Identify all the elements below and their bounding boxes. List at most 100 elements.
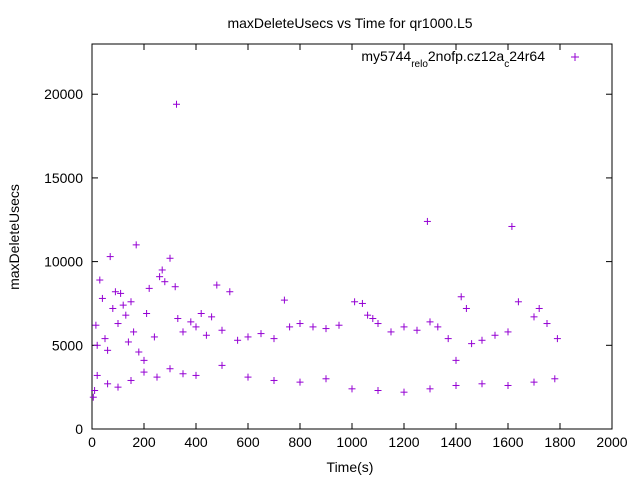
data-point [156,273,164,281]
data-point [462,304,470,312]
data-point [104,380,112,388]
data-point [91,387,99,394]
data-point [286,323,294,331]
data-point [104,346,112,354]
data-point [171,283,179,291]
data-point [130,328,138,336]
data-point [280,296,288,304]
data-point [491,331,499,339]
data-point [218,326,226,334]
data-point [426,385,434,393]
data-point [374,320,382,328]
x-tick-label: 600 [236,434,260,450]
data-point [143,310,151,317]
data-point [92,321,100,329]
data-point [514,298,522,306]
data-point [119,301,127,309]
data-point [161,278,169,286]
data-point [187,318,195,326]
data-point [452,381,460,389]
data-point [158,266,166,274]
x-axis-label: Time(s) [327,459,374,475]
data-point [348,385,356,393]
data-point [192,371,200,379]
data-point [335,321,343,329]
y-tick-label: 15000 [44,170,83,186]
data-point [322,375,330,383]
legend-label-part: c [504,59,509,70]
data-point [192,323,200,331]
data-point [444,335,452,343]
x-tick-label: 0 [88,434,96,450]
x-tick-label: 200 [132,434,156,450]
data-point [369,315,377,323]
data-point [109,304,117,312]
x-tick-label: 800 [288,434,312,450]
data-point [452,356,460,364]
legend-label-part: rel [411,59,422,70]
legend-label-part: 2nofp.cz12a [428,48,504,64]
data-point [114,383,122,391]
data-point [226,288,234,296]
data-point [122,311,130,319]
x-tick-label: 1000 [336,434,367,450]
data-point [364,311,372,319]
data-point [179,328,187,336]
data-point [257,330,265,338]
y-tick-label: 0 [75,421,83,437]
data-point [96,276,104,284]
data-point [322,325,330,333]
y-tick-label: 5000 [52,337,83,353]
legend: my5744relo2nofp.cz12ac24r64 [361,48,579,70]
data-point [135,348,143,356]
data-point [296,378,304,386]
chart-title: maxDeleteUsecs vs Time for qr1000.L5 [227,15,472,31]
legend-marker [571,53,579,61]
x-tick-label: 2000 [596,434,627,450]
data-point [145,284,153,292]
data-point [234,336,242,344]
data-point [244,373,252,381]
data-point [270,376,278,384]
data-point [351,298,359,306]
data-point [358,299,366,307]
legend-label-part: 24r64 [509,48,545,64]
data-point [530,378,538,386]
data-point [478,336,486,344]
data-point [374,387,382,394]
x-tick-label: 1400 [440,434,471,450]
data-point [114,320,122,328]
legend-label: my5744relo2nofp.cz12ac24r64 [361,48,545,70]
data-point [400,388,408,396]
data-point [208,313,216,321]
data-point [426,318,434,326]
data-point [551,375,559,383]
data-point [111,288,119,296]
axis-ticks: 0 200 400 600 800 1000 1200 1400 1600 1800 2000050… [44,44,628,450]
legend-label-part: o [422,59,428,70]
data-point [413,326,421,334]
data-point [270,335,278,343]
data-point [468,340,476,348]
data-point [93,341,101,349]
data-point [197,310,205,317]
data-point [117,289,125,297]
data-points [89,100,561,401]
data-point [504,328,512,336]
data-point [101,335,109,343]
data-point [150,333,158,341]
data-point [478,380,486,388]
data-point [553,335,561,343]
data-point [166,365,174,373]
data-point [179,370,187,378]
data-point [124,338,132,346]
data-point [213,281,221,289]
data-point [202,331,210,339]
data-point [140,368,148,376]
data-point [543,320,551,328]
data-point [508,222,516,230]
data-point [89,393,97,401]
data-point [457,293,465,301]
x-tick-label: 1800 [544,434,575,450]
y-tick-label: 10000 [44,254,83,270]
